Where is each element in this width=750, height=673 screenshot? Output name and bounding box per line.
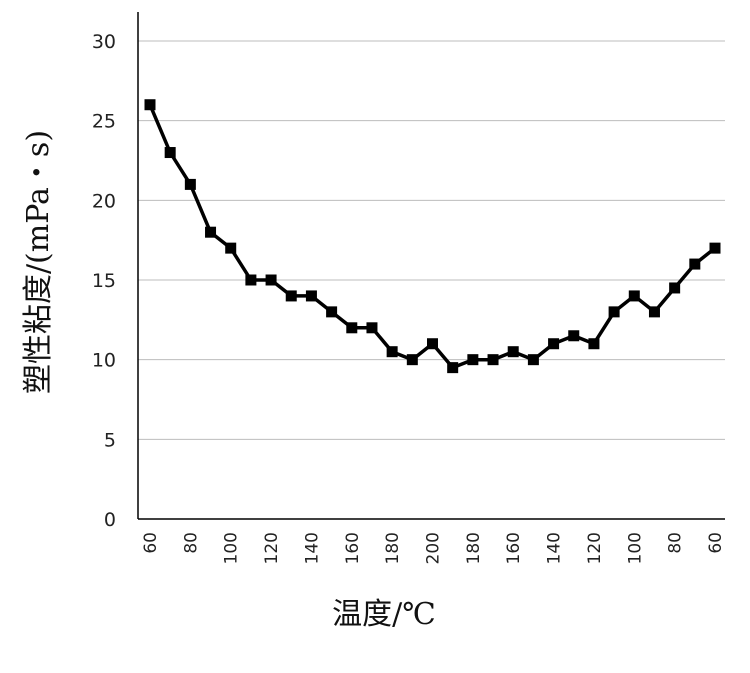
y-tick-label: 15 [92,270,116,292]
x-tick-label: 200 [424,532,444,564]
data-point [205,226,217,238]
data-point [628,290,640,302]
x-tick-labels: 60 80 100 120 140 160 180 200 180 160 140 120 100 80 6… [141,532,726,564]
data-point [366,322,378,334]
data-point [326,306,338,318]
data-point [669,282,681,294]
data-point [225,242,237,254]
data-point [568,330,580,342]
data-point [588,338,600,350]
x-tick-label: 160 [343,532,363,564]
x-tick-label: 80 [666,532,686,554]
x-tick-label: 140 [545,532,565,564]
data-point [245,274,257,286]
x-tick-label: 60 [706,532,726,554]
data-point [447,362,459,374]
data-point [144,99,156,111]
y-tick-label: 10 [92,350,116,372]
data-point [184,178,196,190]
data-point [527,354,539,366]
data-point [305,290,317,302]
data-point [507,346,519,358]
data-point [648,306,660,318]
data-point [709,242,721,254]
y-tick-label: 20 [92,190,116,212]
y-tick-label: 25 [92,111,116,133]
x-tick-label: 140 [302,532,322,564]
data-point [164,147,176,159]
data-point [265,274,277,286]
x-tick-label: 120 [585,532,605,564]
x-tick-label: 60 [141,532,161,554]
gridlines [138,40,725,440]
x-tick-label: 100 [222,532,242,564]
data-point [467,354,479,366]
y-tick-label: 30 [92,31,116,53]
data-point [406,354,418,366]
x-tick-label: 180 [383,532,403,564]
data-point [608,306,620,318]
data-point [386,346,398,358]
x-tick-label: 120 [262,532,282,564]
y-tick-label: 0 [104,509,116,531]
y-tick-label: 5 [104,429,116,451]
x-tick-label: 100 [625,532,645,564]
data-point [487,354,499,366]
x-tick-label: 80 [181,532,201,554]
data-point [548,338,560,350]
data-point [285,290,297,302]
y-axis-title: 塑性粘度/(mPa・s) [21,130,56,394]
data-point [689,258,701,270]
y-tick-labels: 0 5 10 15 20 25 30 [92,31,116,531]
data-point [346,322,358,334]
x-axis-title: 温度/℃ [332,597,436,632]
x-tick-label: 180 [464,532,484,564]
data-point [427,338,438,350]
series-plot [144,99,721,374]
series-line [148,104,717,370]
x-tick-label: 160 [504,532,524,564]
